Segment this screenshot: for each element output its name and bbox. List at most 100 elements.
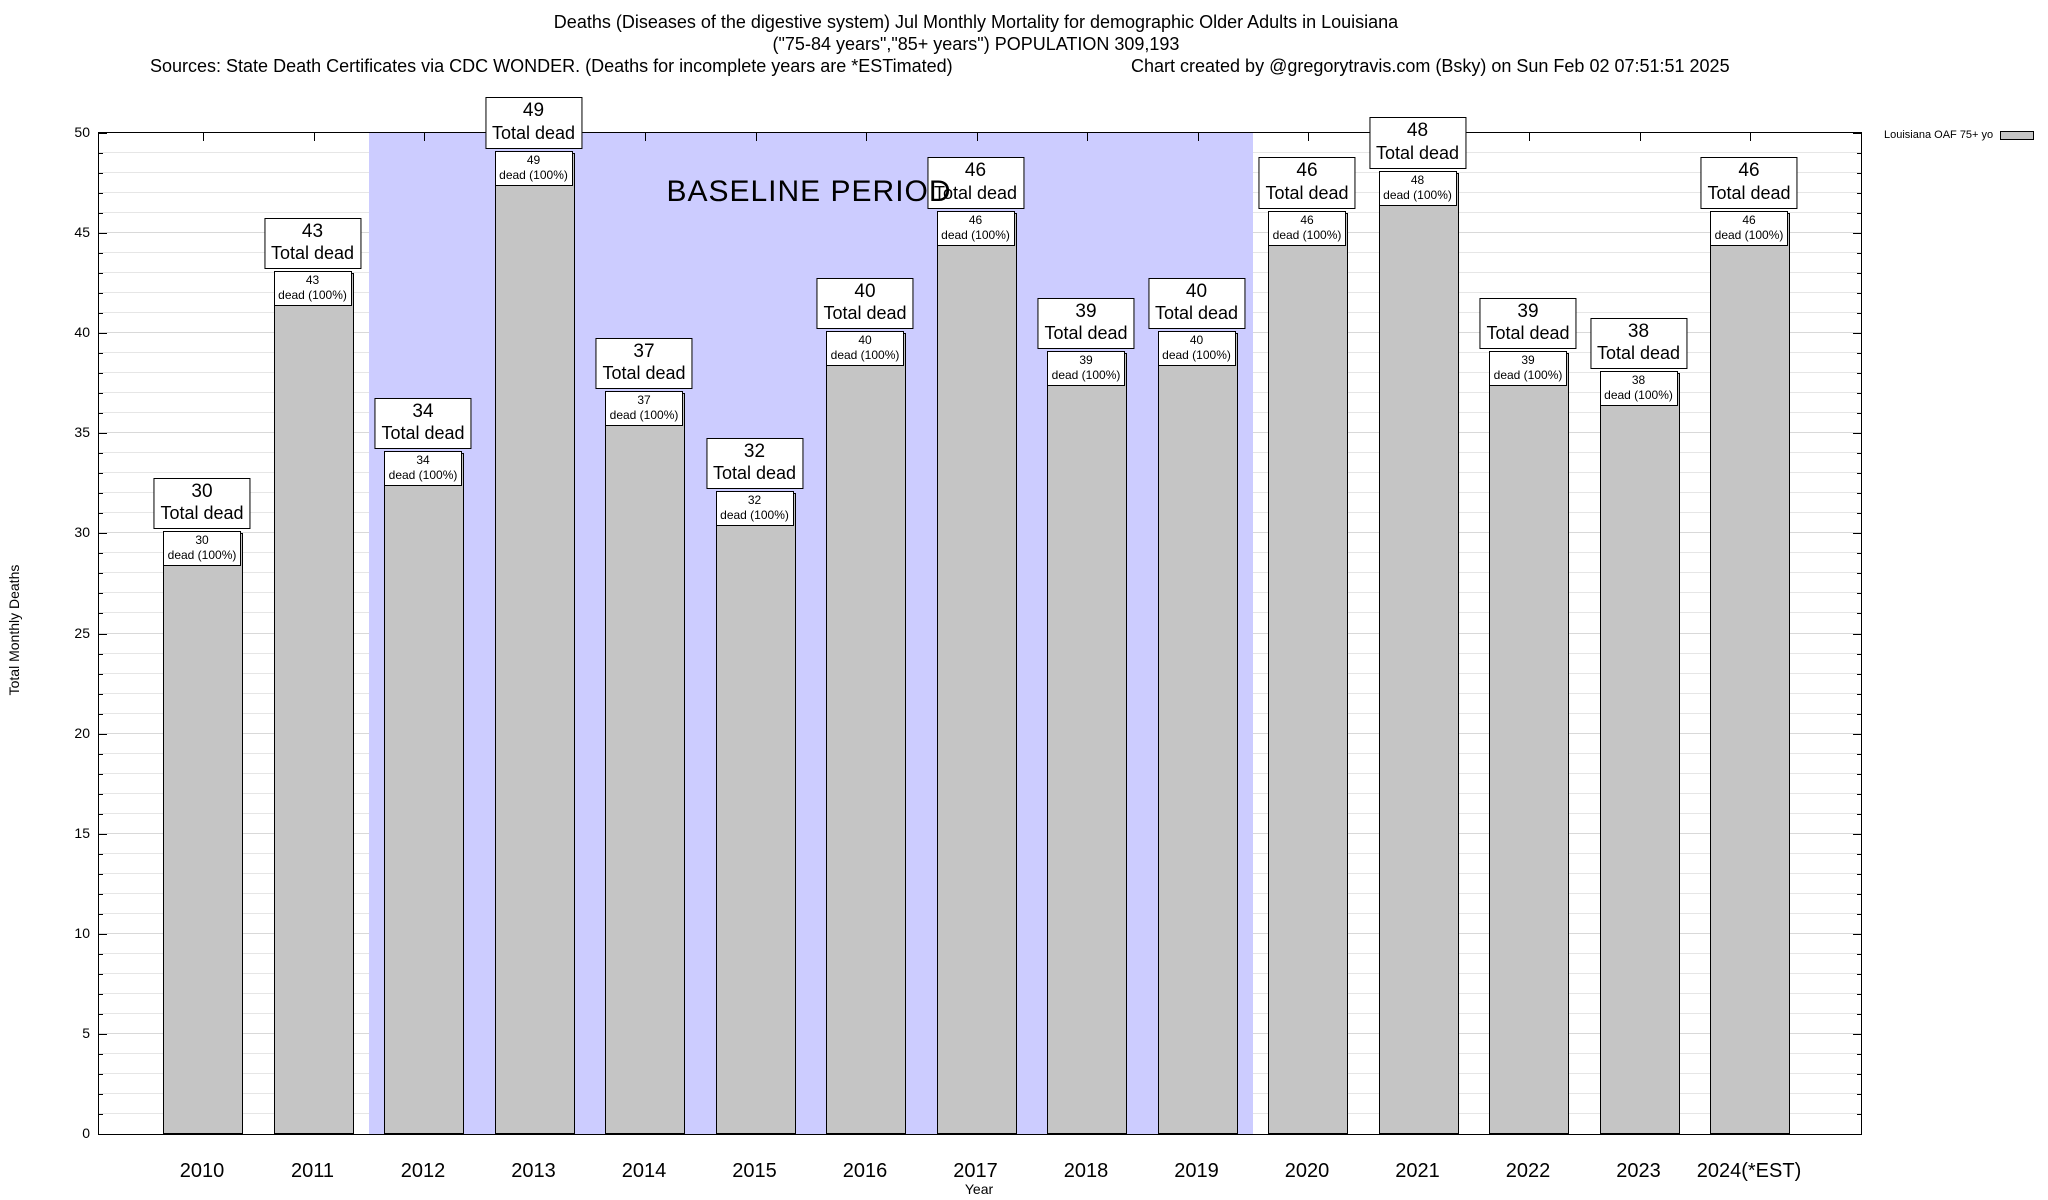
bar-percent-label: 46 dead (100%) — [936, 211, 1015, 247]
axis-minor-tick — [99, 293, 103, 295]
bar-percent-caption: dead (100%) — [720, 508, 789, 523]
axis-minor-tick — [99, 1093, 103, 1095]
y-tick-label: 40 — [74, 324, 90, 341]
x-axis-title: Year — [964, 1181, 994, 1197]
axis-minor-tick — [99, 613, 103, 615]
bar-total-label: 40 Total dead — [816, 277, 914, 330]
x-tick-label: 2019 — [1174, 1160, 1219, 1182]
axis-minor-tick — [1857, 713, 1861, 715]
bar-total-label: 38 Total dead — [1589, 317, 1688, 370]
axis-minor-tick — [99, 393, 103, 395]
axis-minor-tick — [1857, 253, 1861, 255]
axis-minor-tick — [1857, 373, 1861, 375]
axis-minor-tick — [1857, 953, 1861, 955]
y-tick-label: 10 — [74, 924, 90, 941]
bar-percent-caption: dead (100%) — [1162, 348, 1231, 363]
axis-minor-tick — [1857, 873, 1861, 875]
axis-minor-tick — [99, 753, 103, 755]
bar-percent-caption: dead (100%) — [388, 468, 458, 483]
bar-percent-value: 40 — [858, 333, 872, 348]
bar — [936, 213, 1017, 1134]
bar — [1157, 333, 1238, 1134]
axis-minor-tick — [1857, 853, 1861, 855]
axis-minor-tick — [1857, 1053, 1861, 1055]
axis-minor-tick — [1857, 393, 1861, 395]
bar — [494, 153, 575, 1134]
bar-percent-label: 48 dead (100%) — [1378, 171, 1457, 207]
bar-total-value: 40 — [854, 280, 876, 302]
bar-percent-label: 32 dead (100%) — [715, 491, 794, 527]
bar-total-caption: Total dead — [1486, 323, 1570, 343]
axis-minor-tick — [99, 913, 103, 915]
axis-tick — [99, 1134, 107, 1135]
axis-minor-tick — [99, 793, 103, 795]
axis-minor-tick — [1857, 193, 1861, 195]
axis-minor-tick — [1857, 473, 1861, 475]
axis-minor-tick — [1857, 613, 1861, 615]
bar-percent-label: 38 dead (100%) — [1599, 371, 1678, 407]
y-axis-title: Total Monthly Deaths — [6, 564, 22, 696]
axis-minor-tick — [99, 993, 103, 995]
axis-minor-tick — [1857, 893, 1861, 895]
bar-total-caption: Total dead — [1707, 182, 1791, 203]
bar-total-value: 39 — [1517, 300, 1539, 322]
bar — [1489, 353, 1569, 1134]
bar-total-caption: Total dead — [381, 423, 465, 444]
axis-minor-tick — [99, 273, 103, 275]
bar-total-caption: Total dead — [270, 242, 355, 263]
bar-total-caption: Total dead — [1375, 142, 1460, 163]
x-tick-label: 2018 — [1063, 1160, 1109, 1182]
chart-title-line2: ("75-84 years","85+ years") POPULATION 3… — [772, 34, 1180, 54]
axis-tick — [1308, 133, 1309, 141]
bar-total-label: 30 Total dead — [153, 477, 251, 530]
x-tick-label: 2024(*EST) — [1696, 1160, 1802, 1182]
axis-minor-tick — [99, 153, 103, 155]
axis-tick — [99, 233, 107, 235]
axis-tick — [645, 133, 646, 141]
bar-percent-value: 46 — [968, 213, 983, 228]
bar — [1710, 213, 1790, 1134]
axis-minor-tick — [99, 513, 103, 515]
bar-total-caption: Total dead — [1265, 182, 1349, 203]
axis-minor-tick — [1857, 553, 1861, 555]
bar-total-label: 46 Total dead — [1258, 157, 1356, 210]
bar-percent-value: 37 — [637, 393, 651, 408]
bar-total-label: 43 Total dead — [263, 217, 362, 270]
bar-percent-value: 38 — [1631, 373, 1646, 388]
bar-percent-value: 46 — [1742, 213, 1756, 228]
bar-percent-caption: dead (100%) — [1493, 368, 1563, 383]
axis-tick — [1087, 133, 1088, 141]
bar-total-value: 46 — [964, 160, 987, 182]
bar — [605, 393, 685, 1134]
bar-total-value: 49 — [522, 100, 545, 122]
y-tick-label: 30 — [74, 524, 90, 541]
bar-total-caption: Total dead — [933, 182, 1018, 203]
bar-percent-label: 43 dead (100%) — [273, 271, 352, 307]
bar-percent-value: 39 — [1079, 353, 1093, 368]
axis-tick — [1853, 933, 1861, 935]
bar-percent-value: 48 — [1410, 173, 1425, 188]
bar-percent-label: 49 dead (100%) — [494, 151, 573, 187]
axis-minor-tick — [1857, 1113, 1861, 1115]
axis-tick — [99, 133, 107, 134]
chart-credit-text: Chart created by @gregorytravis.com (Bsk… — [1131, 56, 1730, 76]
axis-tick — [99, 633, 107, 635]
axis-tick — [976, 133, 978, 141]
bar — [1599, 373, 1680, 1134]
axis-minor-tick — [1857, 453, 1861, 455]
axis-minor-tick — [99, 353, 103, 355]
bar-total-label: 32 Total dead — [705, 437, 804, 490]
axis-tick — [755, 133, 757, 141]
bar-percent-value: 32 — [747, 493, 762, 508]
bar-percent-label: 46 dead (100%) — [1710, 211, 1788, 247]
axis-tick — [1853, 733, 1861, 735]
axis-minor-tick — [1857, 673, 1861, 675]
x-tick-label: 2013 — [511, 1160, 556, 1182]
bar-total-label: 34 Total dead — [374, 397, 472, 450]
bar-total-caption: Total dead — [1596, 343, 1681, 364]
axis-minor-tick — [99, 313, 103, 315]
bar-percent-label: 46 dead (100%) — [1268, 211, 1346, 247]
y-tick-label: 50 — [74, 124, 90, 140]
axis-tick — [1853, 1134, 1861, 1135]
axis-tick — [1529, 133, 1530, 141]
